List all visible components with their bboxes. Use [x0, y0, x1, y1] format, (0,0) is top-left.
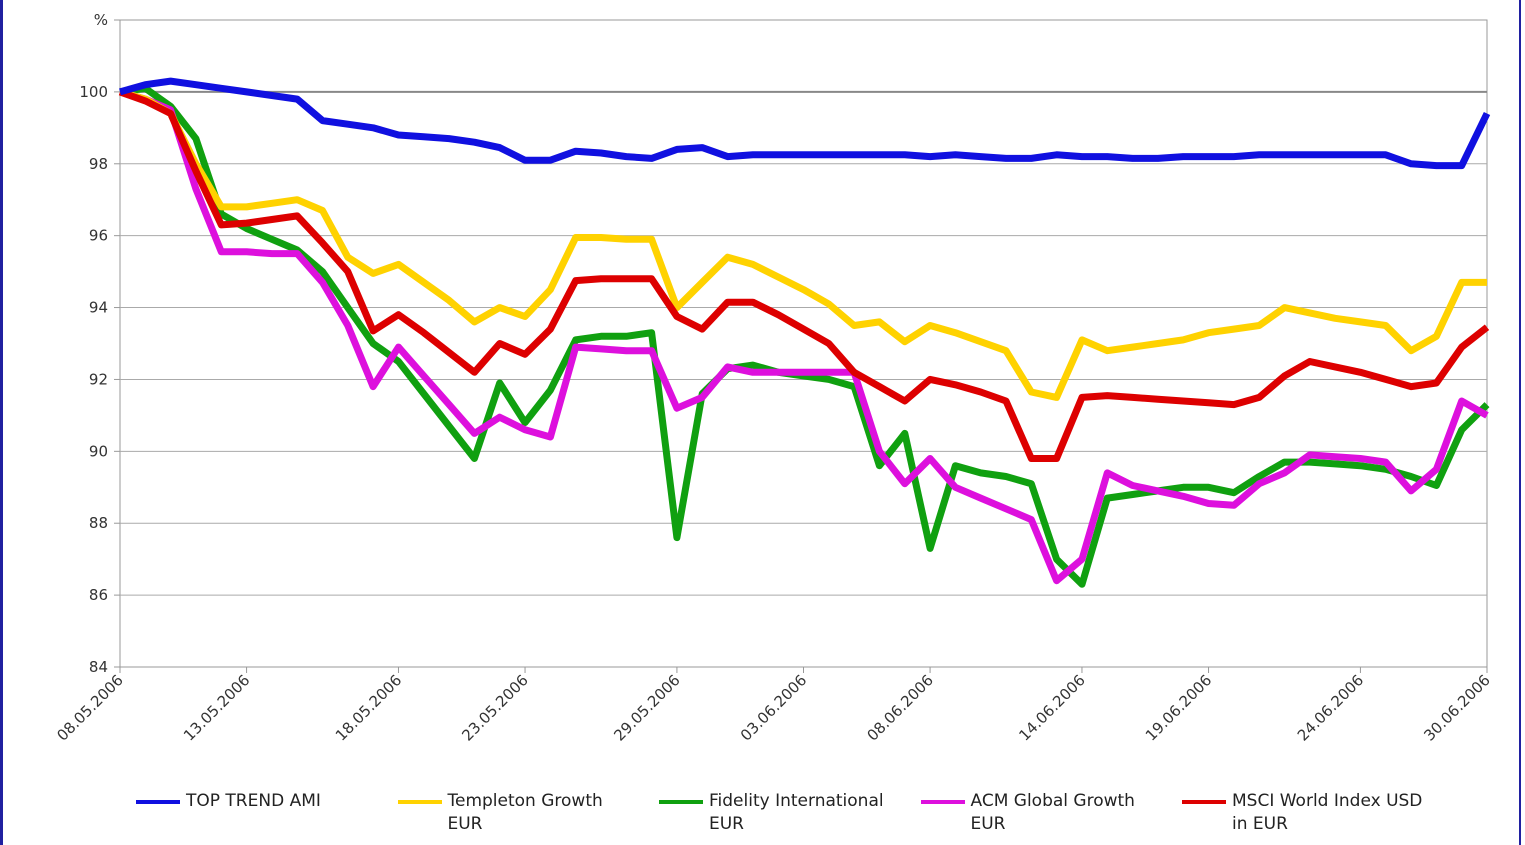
y-tick-label: 90 — [89, 442, 108, 460]
x-tick-label: 19.06.2006 — [1142, 671, 1215, 744]
y-tick-label: 100 — [79, 83, 108, 101]
legend-label: TOP TREND AMI — [186, 791, 321, 811]
x-tick-label: 30.06.2006 — [1420, 671, 1493, 744]
y-tick-label: 96 — [89, 227, 108, 245]
legend-label: ACM Global Growth EUR — [970, 791, 1135, 834]
y-tick-label: 94 — [89, 299, 108, 317]
legend: TOP TREND AMI Templeton Growth EUR Fidelit… — [136, 790, 1476, 840]
series-line — [118, 88, 1490, 462]
series-line — [119, 84, 1490, 588]
legend-swatch — [397, 800, 442, 804]
y-tick-label: 88 — [89, 514, 108, 532]
legend-swatch — [136, 800, 180, 804]
x-tick-label: 13.05.2006 — [180, 671, 253, 744]
x-tick-label: 03.06.2006 — [737, 671, 810, 744]
legend-label: MSCI World Index USD in EUR — [1232, 791, 1423, 834]
x-tick-label: 14.06.2006 — [1015, 671, 1088, 744]
x-tick-label: 23.05.2006 — [458, 671, 531, 744]
series-line — [119, 77, 1491, 170]
legend-swatch — [920, 800, 965, 804]
series-line — [119, 88, 1489, 585]
y-tick-label: 98 — [89, 155, 108, 173]
plot-area — [119, 19, 1488, 668]
x-tick-label: 08.05.2006 — [53, 671, 126, 744]
x-tick-label: 18.05.2006 — [332, 671, 405, 744]
y-tick-label: 86 — [89, 586, 108, 604]
chart: 84 86 88 90 92 94 96 98 100% 08.05.2006 13.05.2006… — [53, 11, 1493, 745]
x-tick-label: 24.06.2006 — [1294, 671, 1367, 744]
y-tick-label: 92 — [89, 370, 108, 388]
legend-label: Templeton Growth EUR — [447, 791, 603, 834]
y-tick-label: 84 — [89, 658, 108, 676]
y-tick-label: % — [94, 11, 108, 29]
x-tick-label: 08.06.2006 — [863, 671, 936, 744]
legend-label: Fidelity International EUR — [709, 791, 884, 834]
x-tick-label: 29.05.2006 — [610, 671, 683, 744]
series-line — [119, 88, 1487, 401]
legend-swatch — [659, 800, 703, 804]
legend-swatch — [1182, 800, 1226, 804]
